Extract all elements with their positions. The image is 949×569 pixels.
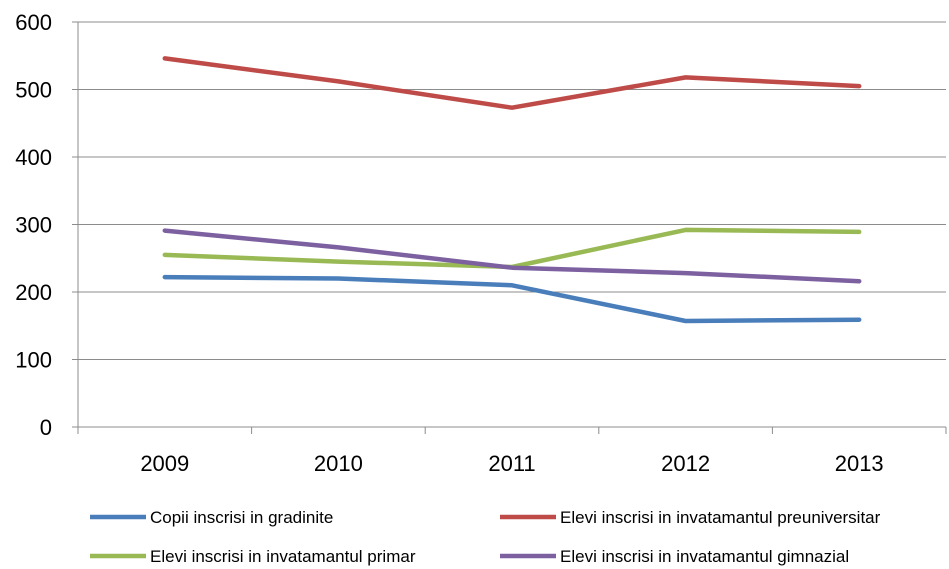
y-tick-label: 300 <box>15 213 52 238</box>
legend-label: Elevi inscrisi in invatamantul primar <box>150 547 416 566</box>
y-tick-label: 500 <box>15 78 52 103</box>
series-line-4 <box>162 228 862 284</box>
legend-label: Copii inscrisi in gradinite <box>150 508 333 527</box>
x-tick-label: 2012 <box>661 451 710 476</box>
y-tick-label: 400 <box>15 145 52 170</box>
legend: Copii inscrisi in gradinite Elevi inscris… <box>90 508 881 566</box>
y-tick-label: 0 <box>40 415 52 440</box>
series-line-3 <box>162 227 862 270</box>
series-line-2 <box>162 56 862 110</box>
axes: 0 100 200 300 400 500 600 2009 2010 2011 2012 2013 <box>15 10 947 476</box>
y-tick-label: 100 <box>15 348 52 373</box>
series-lines <box>162 56 862 324</box>
x-tick-label: 2011 <box>488 451 535 476</box>
y-tick-label: 600 <box>15 10 52 35</box>
legend-label: Elevi inscrisi in invatamantul preuniver… <box>560 508 881 527</box>
x-tick-label: 2010 <box>314 451 363 476</box>
gridlines <box>78 21 946 360</box>
x-tick-label: 2013 <box>835 451 884 476</box>
series-line-1 <box>162 274 862 324</box>
x-tick-label: 2009 <box>140 451 189 476</box>
legend-label: Elevi inscrisi in invatamantul gimnazial <box>560 547 849 566</box>
y-tick-label: 200 <box>15 280 52 305</box>
